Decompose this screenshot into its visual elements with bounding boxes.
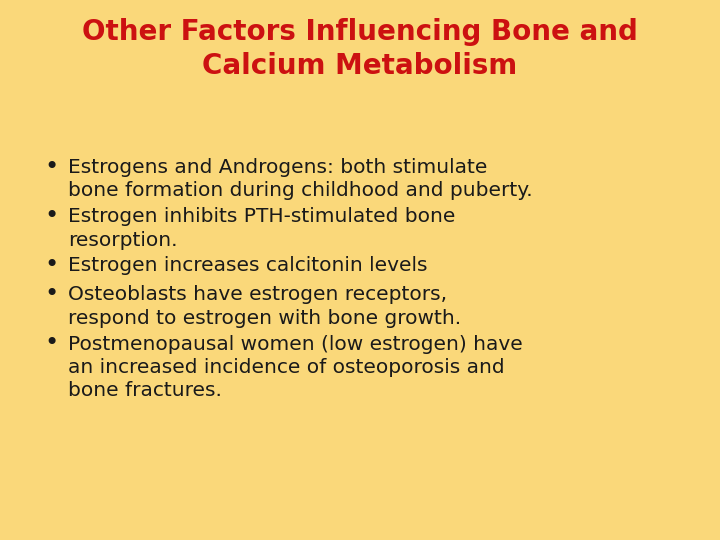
Text: •: • xyxy=(45,204,59,228)
Text: •: • xyxy=(45,282,59,306)
Text: Other Factors Influencing Bone and
Calcium Metabolism: Other Factors Influencing Bone and Calci… xyxy=(82,18,638,79)
Text: Osteoblasts have estrogen receptors,
respond to estrogen with bone growth.: Osteoblasts have estrogen receptors, res… xyxy=(68,286,461,328)
Text: •: • xyxy=(45,155,59,179)
Text: •: • xyxy=(45,331,59,355)
Text: Estrogens and Androgens: both stimulate
bone formation during childhood and pube: Estrogens and Androgens: both stimulate … xyxy=(68,158,533,200)
Text: •: • xyxy=(45,253,59,277)
Text: Estrogen increases calcitonin levels: Estrogen increases calcitonin levels xyxy=(68,256,428,275)
Text: Postmenopausal women (low estrogen) have
an increased incidence of osteoporosis : Postmenopausal women (low estrogen) have… xyxy=(68,334,523,401)
Text: Estrogen inhibits PTH-stimulated bone
resorption.: Estrogen inhibits PTH-stimulated bone re… xyxy=(68,207,455,249)
